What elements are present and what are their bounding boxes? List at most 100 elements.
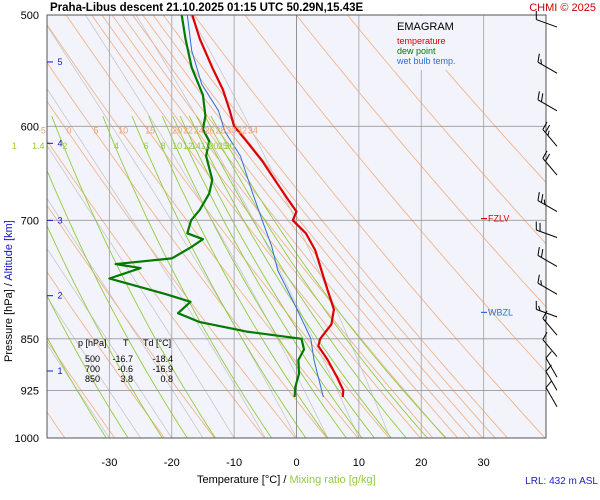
legend: EMAGRAM temperature dew point wet bulb t…	[393, 16, 483, 70]
wind-barb-feather	[540, 59, 542, 65]
series-wet-bulb-temp-line	[186, 15, 324, 398]
dry-adiabat-line	[295, 15, 546, 308]
mixing-ratio-label: 2	[62, 141, 67, 151]
wind-barb-feather	[542, 331, 548, 340]
mixing-ratio-line	[131, 115, 307, 438]
x-tick-label: 20	[415, 457, 427, 469]
y-tick-label: 925	[21, 385, 39, 397]
altitude-tick-label: 3	[57, 215, 62, 225]
wind-barb-feather	[542, 310, 548, 319]
mixing-ratio-label: 25	[218, 141, 228, 151]
x-tick-label: -20	[164, 457, 180, 469]
wind-barb	[537, 192, 558, 212]
mixing-ratio-label: 10	[172, 141, 182, 151]
moist-adiabat-line	[47, 296, 141, 438]
wind-barb-feather	[540, 248, 544, 258]
table-cell: 850	[85, 374, 100, 384]
mixing-ratio-label: 1.4	[32, 141, 45, 151]
dry-adiabat-label: 32	[237, 125, 247, 135]
wind-barb-feather	[544, 316, 548, 322]
plot-frame	[46, 14, 547, 439]
dry-adiabat-label: -5	[38, 125, 46, 135]
x-tick-label: 10	[353, 457, 365, 469]
series-dew-point-line	[108, 15, 306, 398]
mixing-ratio-label: 12	[183, 141, 193, 151]
moist-adiabat-line	[47, 25, 297, 438]
dry-adiabat-line	[47, 100, 296, 438]
table-cell: -16.7	[112, 354, 133, 364]
data-table: p [hPa] T Td [°C] 500 -16.7 -18.4 700 -0…	[78, 338, 173, 384]
mixing-ratio-line	[188, 115, 392, 438]
table-cell: 3.8	[120, 374, 133, 384]
moist-adiabat-line	[47, 247, 173, 438]
legend-box	[393, 16, 483, 70]
table-header-p: p [hPa]	[78, 338, 107, 348]
dry-adiabat-line	[142, 15, 484, 438]
mixing-ratio-label: 14	[191, 141, 201, 151]
wind-barb-feather	[545, 364, 552, 372]
wind-barb-feather	[537, 246, 540, 256]
credit-text: CHMI © 2025	[529, 2, 596, 14]
dry-adiabat-line	[244, 15, 546, 373]
mixing-ratio-line	[51, 115, 216, 438]
table-cell: -0.6	[117, 364, 133, 374]
dry-adiabat-line	[152, 15, 496, 438]
dry-adiabat-line	[347, 15, 546, 245]
wind-barb-feather	[545, 380, 552, 388]
level-label-fzlv: FZLV	[488, 214, 509, 224]
wind-barb	[535, 221, 558, 238]
dry-adiabat-line	[132, 15, 471, 438]
wind-barb-feather	[542, 121, 548, 130]
dry-adiabat-line	[65, 15, 390, 438]
moist-adiabat-line	[85, 15, 329, 438]
wind-barb	[535, 11, 558, 28]
legend-entry-dew-point: dew point	[397, 46, 436, 56]
wind-barb	[537, 246, 558, 267]
wind-barb-feather	[544, 124, 551, 133]
mixing-ratio-line	[161, 115, 347, 438]
y-tick-label: 500	[21, 10, 39, 22]
dry-adiabat-label: 15	[145, 125, 155, 135]
table-cell: 700	[85, 364, 100, 374]
mixing-ratio-line	[47, 294, 129, 438]
wind-barb	[545, 364, 558, 391]
lrl-text: LRL: 432 m ASL	[525, 476, 598, 487]
wind-barb-shaft	[542, 339, 558, 357]
wind-barb	[542, 150, 558, 176]
wind-barb	[542, 121, 558, 147]
dry-adiabat-label: 34	[248, 125, 258, 135]
legend-title: EMAGRAM	[397, 21, 454, 33]
dry-adiabat-line	[47, 271, 165, 438]
wind-barb-shaft	[545, 387, 558, 407]
mixing-ratio-line	[148, 115, 329, 438]
wind-barb-feather	[544, 153, 551, 162]
x-axis-label: Temperature [°C] / Mixing ratio [g/kg]	[197, 474, 376, 486]
mixing-ratio-line	[47, 336, 107, 438]
legend-entry-temperature: temperature	[397, 36, 446, 46]
chart-header-title: Praha-Libus descent 21.10.2025 01:15 UTC…	[50, 2, 364, 14]
wind-barb	[535, 300, 558, 318]
wind-barb-feather	[537, 192, 540, 201]
dry-adiabat-label: 0	[66, 125, 71, 135]
dry-adiabat-label: 24	[194, 125, 204, 135]
dry-adiabat-label: 30	[226, 125, 236, 135]
wind-barb-feather	[547, 130, 550, 136]
wind-barb-feather	[537, 53, 540, 63]
wind-barb-feather	[540, 194, 544, 203]
dry-adiabat-label: 22	[183, 125, 193, 135]
table-header-td: Td [°C]	[143, 338, 171, 348]
wind-barb-feather	[537, 91, 540, 100]
level-label-wbzl: WBZL	[488, 307, 513, 317]
y-tick-label: 850	[21, 334, 39, 346]
table-cell: 500	[85, 354, 100, 364]
dry-adiabat-label: 26	[205, 125, 215, 135]
table-cell: -18.4	[152, 354, 173, 364]
mixing-ratio-line	[102, 115, 272, 438]
mixing-ratio-line	[210, 115, 447, 438]
wind-barb-feather	[543, 199, 546, 205]
table-cell: -16.9	[152, 364, 173, 374]
mixing-ratio-label: 8	[161, 141, 166, 151]
y-tick-label: 700	[21, 215, 39, 227]
dry-adiabat-line	[47, 204, 215, 438]
altitude-tick-label: 4	[57, 138, 62, 148]
